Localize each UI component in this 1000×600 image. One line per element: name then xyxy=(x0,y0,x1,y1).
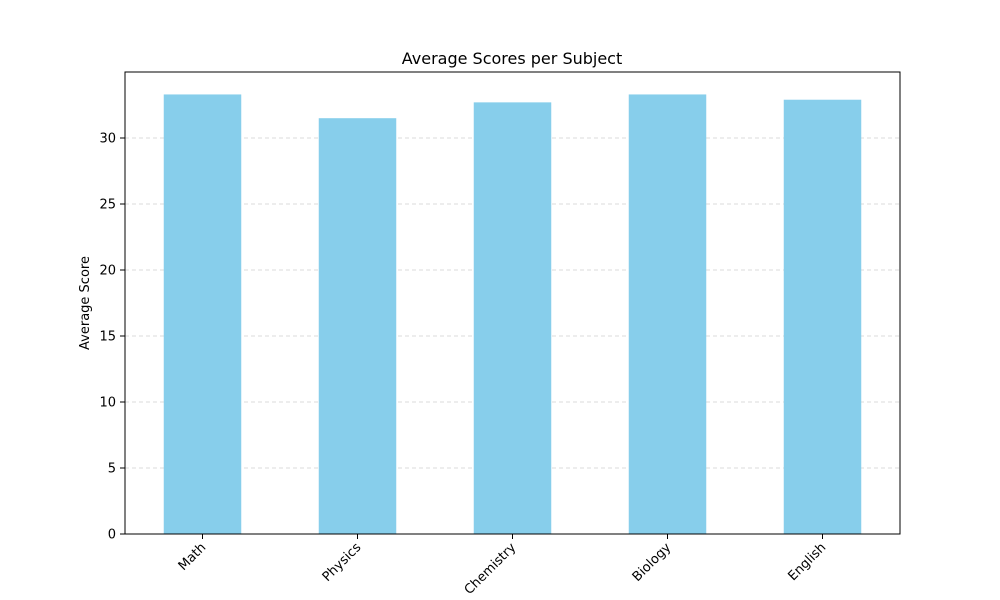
y-tick-label-1: 5 xyxy=(108,462,116,477)
y-tick-label-5: 25 xyxy=(99,198,116,213)
x-tick-label-english: English xyxy=(786,540,830,584)
y-axis-ticks: 0 5 10 15 20 25 30 xyxy=(99,132,125,543)
y-axis-label: Average Score xyxy=(78,256,93,350)
bar-chemistry xyxy=(473,102,552,535)
y-tick-label-0: 0 xyxy=(108,528,116,543)
y-tick-label-2: 10 xyxy=(99,396,116,411)
x-tick-label-math: Math xyxy=(176,540,210,574)
bars xyxy=(163,94,862,535)
x-tick-label-chemistry: Chemistry xyxy=(462,540,520,598)
y-tick-label-6: 30 xyxy=(99,132,116,147)
x-tick-label-biology: Biology xyxy=(630,540,675,585)
x-axis-ticks: Math Physics Chemistry Biology English xyxy=(176,534,830,598)
y-tick-label-3: 15 xyxy=(99,330,116,345)
bar-physics xyxy=(318,118,397,534)
chart-title: Average Scores per Subject xyxy=(402,49,623,68)
bar-biology xyxy=(628,94,707,534)
bar-english xyxy=(783,99,862,534)
bar-math xyxy=(163,94,242,534)
y-tick-label-4: 20 xyxy=(99,264,116,279)
x-tick-label-physics: Physics xyxy=(320,540,365,585)
